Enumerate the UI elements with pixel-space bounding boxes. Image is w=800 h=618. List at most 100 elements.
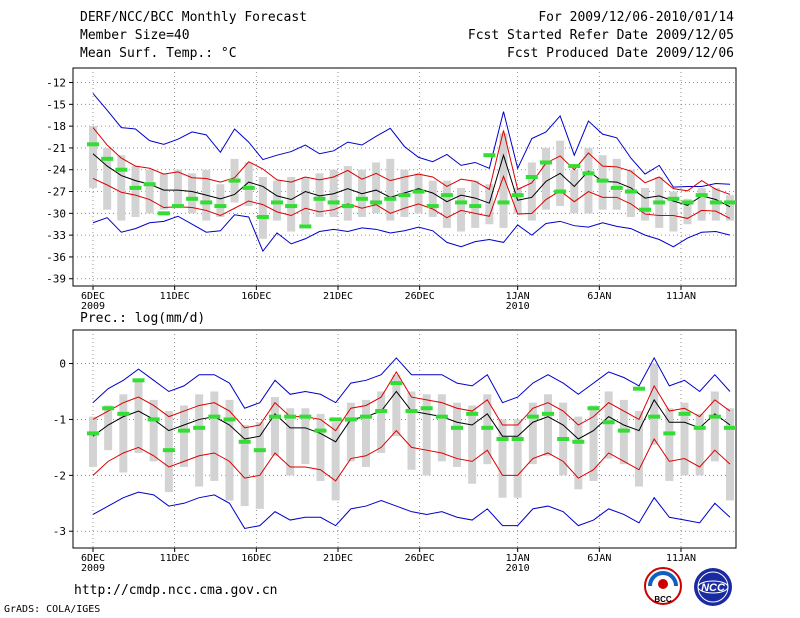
min-line — [92, 214, 731, 253]
median-marker — [344, 417, 357, 422]
member-size: Member Size=40 — [80, 28, 190, 43]
spread-box — [180, 405, 188, 467]
median-marker — [469, 204, 482, 209]
spread-box — [669, 191, 678, 232]
median-marker — [132, 378, 145, 383]
y-tick-label: -33 — [46, 229, 66, 242]
median-marker — [269, 414, 281, 419]
median-marker — [285, 204, 298, 209]
x-tick-label: 26DEC — [405, 553, 435, 564]
y-tick-label: -39 — [46, 273, 66, 286]
median-marker — [695, 193, 708, 198]
y-tick-label: -3 — [53, 525, 66, 538]
spread-box — [584, 147, 593, 214]
spread-box — [89, 126, 97, 188]
spread-box — [589, 405, 598, 481]
median-marker — [355, 196, 368, 201]
median-marker — [624, 189, 637, 194]
median-marker — [238, 439, 251, 444]
median-marker — [667, 196, 680, 201]
ncc-logo: NCC — [694, 568, 732, 606]
spread-box — [612, 158, 621, 210]
y-tick-label: -18 — [46, 120, 66, 133]
spread-box — [499, 133, 508, 228]
x-tick-label: 16DEC — [241, 553, 271, 564]
median-marker — [299, 224, 312, 229]
median-marker — [633, 386, 645, 391]
spread-box — [159, 173, 168, 210]
spread-box — [392, 374, 401, 437]
median-marker — [314, 428, 327, 433]
spread-box — [255, 422, 264, 509]
spread-box — [225, 399, 234, 501]
median-marker — [327, 200, 340, 205]
x-tick-label: 26DEC — [405, 291, 435, 302]
median-marker — [435, 414, 448, 419]
spread-box — [301, 408, 310, 465]
spread-box — [498, 419, 507, 498]
y-tick-label: -36 — [46, 251, 66, 264]
spread-box — [145, 169, 154, 214]
variable-label: Mean Surf. Temp.: °C — [80, 46, 237, 61]
y-tick-label: -15 — [46, 98, 66, 111]
spread-box — [386, 158, 395, 221]
median-marker — [384, 196, 397, 201]
spread-box — [528, 402, 537, 465]
spread-box — [271, 397, 279, 456]
median-marker — [497, 200, 510, 205]
spread-box — [541, 147, 550, 210]
spread-box — [442, 180, 451, 228]
median-marker — [256, 214, 269, 219]
spread-box — [422, 394, 431, 476]
precipitation-frame — [72, 329, 737, 549]
median-marker — [539, 160, 552, 165]
median-marker — [186, 196, 199, 201]
spread-box — [103, 147, 112, 210]
median-marker — [117, 411, 130, 416]
median-marker — [451, 425, 463, 430]
spread-box — [407, 391, 416, 470]
median-marker — [162, 448, 175, 453]
source-url[interactable]: http://cmdp.ncc.cma.gov.cn — [74, 583, 278, 598]
spread-box — [315, 173, 324, 217]
y-tick-label: -12 — [46, 77, 66, 90]
median-marker — [178, 428, 190, 433]
spread-box — [240, 425, 249, 507]
x-tick-sublabel: 2010 — [506, 301, 530, 312]
y-tick-label: -1 — [53, 413, 66, 426]
median-marker — [466, 411, 479, 416]
spread-box — [697, 187, 706, 221]
spread-box — [726, 195, 734, 221]
median-marker — [87, 142, 99, 147]
spread-box — [695, 413, 704, 476]
spread-box — [195, 394, 204, 487]
max-line — [92, 356, 731, 409]
spread-box — [457, 187, 466, 232]
x-tick-label: 6JAN — [587, 291, 611, 302]
median-marker — [102, 406, 115, 411]
median-marker — [440, 193, 453, 198]
median-marker — [709, 200, 722, 205]
spread-box — [641, 187, 650, 221]
x-tick-label: 21DEC — [323, 553, 353, 564]
x-tick-label: 11DEC — [160, 291, 190, 302]
median-marker — [602, 420, 615, 425]
spread-box — [216, 184, 225, 217]
median-marker — [284, 414, 297, 419]
spread-box — [527, 162, 536, 221]
median-marker — [610, 185, 623, 190]
median-marker — [481, 425, 494, 430]
median-marker — [455, 200, 468, 205]
median-marker — [223, 417, 236, 422]
spread-box — [346, 402, 355, 462]
spread-box — [104, 405, 113, 451]
median-marker — [193, 425, 206, 430]
std-upper-line — [92, 370, 731, 432]
chart-title: DERF/NCC/BCC Monthly Forecast — [80, 10, 307, 25]
median-marker — [157, 211, 170, 216]
median-marker — [511, 437, 524, 441]
max-line — [92, 93, 731, 188]
x-tick-label: 6DEC — [81, 553, 105, 564]
